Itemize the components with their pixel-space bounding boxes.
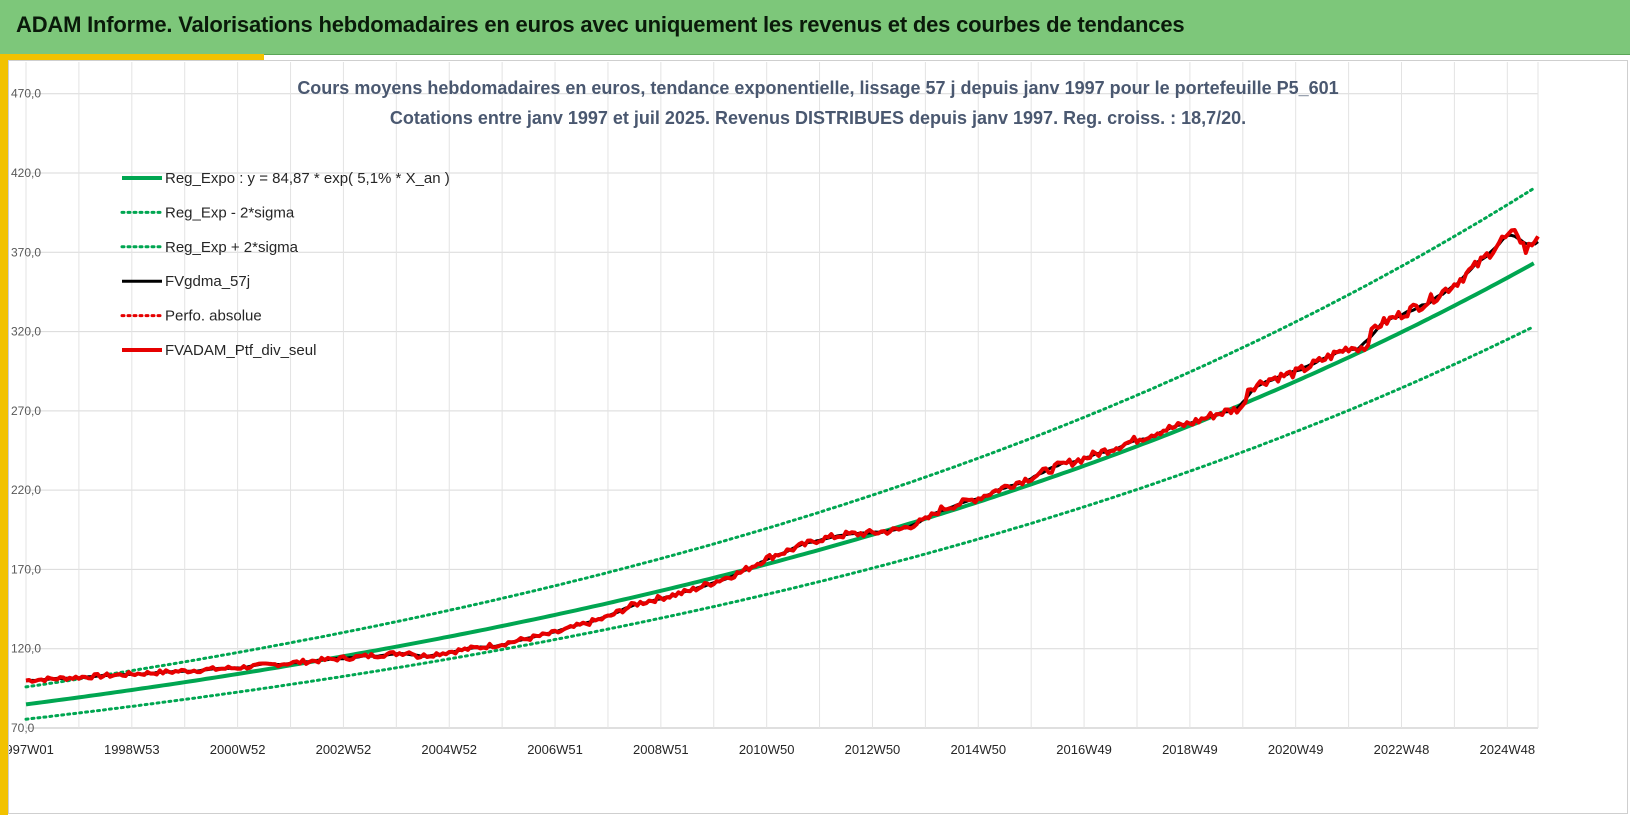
x-tick-label: 2014W50 [950,742,1006,757]
x-tick-label: 2004W52 [421,742,477,757]
y-tick-label: 70,0 [11,721,35,735]
legend-entry: Perfo. absolue [120,308,262,325]
x-tick-label: 2008W51 [633,742,689,757]
legend-label: FVgdma_57j [165,273,250,290]
y-tick-label: 120,0 [11,642,41,656]
x-tick-label: 2000W52 [210,742,266,757]
x-tick-label: 2002W52 [316,742,372,757]
legend-entry: Reg_Exp - 2*sigma [120,204,295,221]
y-tick-label: 320,0 [11,325,41,339]
accent-bar-left [0,54,8,815]
legend-label: Reg_Expo : y = 84,87 * exp( 5,1% * X_an … [165,170,450,187]
y-tick-label: 470,0 [11,87,41,101]
x-tick-label: 2012W50 [845,742,901,757]
accent-bar-top [8,54,264,60]
chart-title-line-1: Cours moyens hebdomadaires en euros, ten… [297,78,1339,98]
x-tick-label: 2006W51 [527,742,583,757]
y-tick-label: 370,0 [11,245,41,259]
header-bar: ADAM Informe. Valorisations hebdomadaire… [0,0,1630,55]
chart-svg: 70,0 120,0 170,0 220,0 270,0 320,0 370,0 420,0 4… [9,62,1540,757]
y-axis-labels: 70,0 120,0 170,0 220,0 270,0 320,0 370,0 420,0 4… [11,87,41,735]
legend-label: Reg_Exp - 2*sigma [165,204,295,221]
series-line-upper-band [24,186,1536,689]
x-axis-labels: 1997W01 1998W53 2000W52 2002W52 2004W52 2006W… [9,742,1535,757]
legend-entry: FVgdma_57j [122,273,250,290]
x-tick-label: 2020W49 [1268,742,1324,757]
chart-title: Cours moyens hebdomadaires en euros, ten… [9,73,1627,133]
legend-entry: FVADAM_Ptf_div_seul [122,342,316,359]
x-tick-label: 2024W48 [1479,742,1535,757]
series-line-fvgdma [25,233,1539,683]
y-tick-label: 420,0 [11,166,41,180]
x-tick-label: 2016W49 [1056,742,1112,757]
legend-label: Reg_Exp + 2*sigma [165,239,299,256]
legend-entry: Reg_Exp + 2*sigma [120,239,299,256]
series-line-portfolio [25,228,1540,684]
x-tick-label: 2018W49 [1162,742,1218,757]
grid [25,62,1539,729]
x-tick-label: 1997W01 [9,742,54,757]
x-tick-label: 1998W53 [104,742,160,757]
series-lines [24,186,1540,721]
y-tick-label: 270,0 [11,404,41,418]
x-tick-label: 2022W48 [1374,742,1430,757]
series-line-perf-absolue [25,228,1539,683]
y-tick-label: 220,0 [11,483,41,497]
series-line-trend [25,261,1535,707]
legend-label: Perfo. absolue [165,308,262,325]
legend: Reg_Expo : y = 84,87 * exp( 5,1% * X_an … [120,170,450,359]
chart-area: 70,0 120,0 170,0 220,0 270,0 320,0 370,0 420,0 4… [8,60,1628,814]
legend-label: FVADAM_Ptf_div_seul [165,342,316,359]
x-tick-label: 2010W50 [739,742,795,757]
y-tick-label: 170,0 [11,562,41,576]
series-line-lower-band [24,325,1536,721]
page-title: ADAM Informe. Valorisations hebdomadaire… [16,12,1185,37]
chart-title-line-2: Cotations entre janv 1997 et juil 2025. … [389,108,1247,128]
legend-entry: Reg_Expo : y = 84,87 * exp( 5,1% * X_an … [122,170,450,187]
